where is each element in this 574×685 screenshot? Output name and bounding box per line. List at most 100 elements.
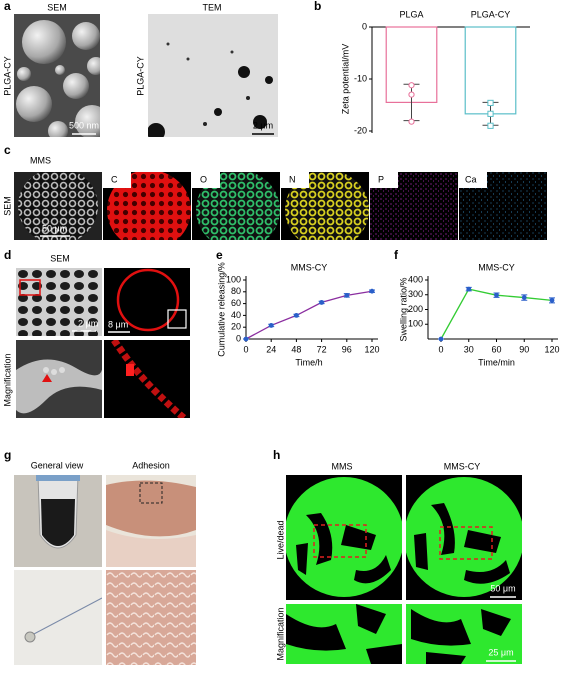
x-axis-label: Time/min xyxy=(478,357,515,367)
x-tick-label: 60 xyxy=(491,344,501,354)
photo xyxy=(14,570,102,665)
row-label: Live/dead xyxy=(275,520,285,559)
fluorescence-image xyxy=(104,340,190,418)
scale-bar-label: 50 μm xyxy=(42,223,67,233)
data-point xyxy=(408,82,415,89)
element-map: Ca xyxy=(459,172,547,240)
panel-label: e xyxy=(216,248,223,262)
data-point xyxy=(344,292,350,298)
scale-bar-label: 500 nm xyxy=(69,120,99,130)
x-tick-label: 48 xyxy=(291,344,301,354)
y-axis-label: Zeta potential/mV xyxy=(340,44,350,115)
row-label: Magnification xyxy=(275,607,285,660)
y-axis-label: Swelling ratio/% xyxy=(398,277,408,341)
data-point xyxy=(438,336,444,342)
y-tick-label: 40 xyxy=(231,310,241,320)
photo xyxy=(14,475,102,567)
fluorescence-image: 8 μm xyxy=(104,268,190,336)
image-title: MMS xyxy=(30,155,51,165)
scale-bar-label: 8 μm xyxy=(108,319,128,329)
y-tick-label: -10 xyxy=(354,73,367,83)
x-tick-label: 90 xyxy=(519,344,529,354)
sem-image: 500 nm xyxy=(14,14,100,137)
panel-label: h xyxy=(273,448,280,462)
image-title: MMS xyxy=(332,461,353,471)
x-tick-label: 0 xyxy=(438,344,443,354)
element-label: C xyxy=(111,174,118,184)
panel-label: c xyxy=(4,143,11,157)
data-point xyxy=(243,336,249,342)
row-label: PLGA-CY xyxy=(135,56,145,96)
x-tick-label: 96 xyxy=(342,344,352,354)
panel-label: b xyxy=(314,0,321,13)
image-title: SEM xyxy=(47,2,67,12)
live-dead-image xyxy=(286,475,402,600)
row-label: Magnification xyxy=(2,353,12,406)
photo xyxy=(106,475,196,567)
chart-title: MMS-CY xyxy=(291,262,328,272)
data-point xyxy=(408,91,415,98)
x-tick-label: 72 xyxy=(317,344,327,354)
chart-title: MMS-CY xyxy=(478,262,515,272)
scale-bar-label: 2 μm xyxy=(253,120,273,130)
y-tick-label: 200 xyxy=(408,304,423,314)
element-map: C xyxy=(103,172,191,240)
y-tick-label: 400 xyxy=(408,274,423,284)
tem-image: 2 μm xyxy=(148,14,278,137)
panel-label: f xyxy=(394,248,399,262)
data-point xyxy=(294,313,299,318)
x-tick-label: 120 xyxy=(364,344,379,354)
data-point xyxy=(268,323,274,328)
photo xyxy=(106,570,196,665)
row-label: PLGA-CY xyxy=(2,56,12,96)
y-tick-label: 20 xyxy=(231,322,241,332)
image-title: TEM xyxy=(203,2,222,12)
y-tick-label: 0 xyxy=(362,21,367,31)
data-point xyxy=(494,292,499,298)
x-tick-label: 24 xyxy=(266,344,276,354)
element-map: P xyxy=(370,172,458,240)
category-label: PLGA-CY xyxy=(471,9,511,19)
live-dead-image xyxy=(286,604,402,664)
data-point xyxy=(319,300,324,305)
y-tick-label: -20 xyxy=(354,125,367,135)
element-label: N xyxy=(289,174,296,184)
category-label: PLGA xyxy=(399,9,423,19)
data-point xyxy=(487,110,494,117)
data-point xyxy=(369,288,375,294)
x-tick-label: 30 xyxy=(464,344,474,354)
x-tick-label: 0 xyxy=(243,344,248,354)
element-label: Ca xyxy=(465,174,477,184)
sem-image xyxy=(16,340,102,418)
element-map: O xyxy=(192,172,280,240)
row-label: SEM xyxy=(2,196,12,216)
y-tick-label: 100 xyxy=(408,319,423,329)
y-tick-label: 80 xyxy=(231,286,241,296)
data-point xyxy=(487,122,494,129)
x-axis-label: Time/h xyxy=(295,357,322,367)
scale-bar-label: 2 μm xyxy=(78,318,98,328)
data-point xyxy=(408,118,415,125)
element-label: P xyxy=(378,174,384,184)
panel-label: g xyxy=(4,448,11,462)
image-title: Adhesion xyxy=(132,460,170,470)
element-label: O xyxy=(200,174,207,184)
image-title: SEM xyxy=(50,253,70,263)
y-tick-label: 60 xyxy=(231,298,241,308)
scale-bar-label: 25 μm xyxy=(488,647,513,657)
y-axis-label: Cumulative releasing/% xyxy=(216,262,226,357)
scale-bar-label: 50 μm xyxy=(490,583,515,593)
data-point xyxy=(466,286,472,292)
sem-image: 2 μm xyxy=(16,268,102,336)
live-dead-image: 25 μm xyxy=(406,604,522,664)
y-tick-label: 0 xyxy=(236,333,241,343)
data-point xyxy=(487,99,494,107)
live-dead-image: 50 μm xyxy=(406,475,522,600)
y-tick-label: 100 xyxy=(226,274,241,284)
data-point xyxy=(549,297,555,303)
panel-label: a xyxy=(4,0,11,13)
image-title: MMS-CY xyxy=(444,461,481,471)
panel-label: d xyxy=(4,248,11,262)
data-line xyxy=(245,290,373,340)
